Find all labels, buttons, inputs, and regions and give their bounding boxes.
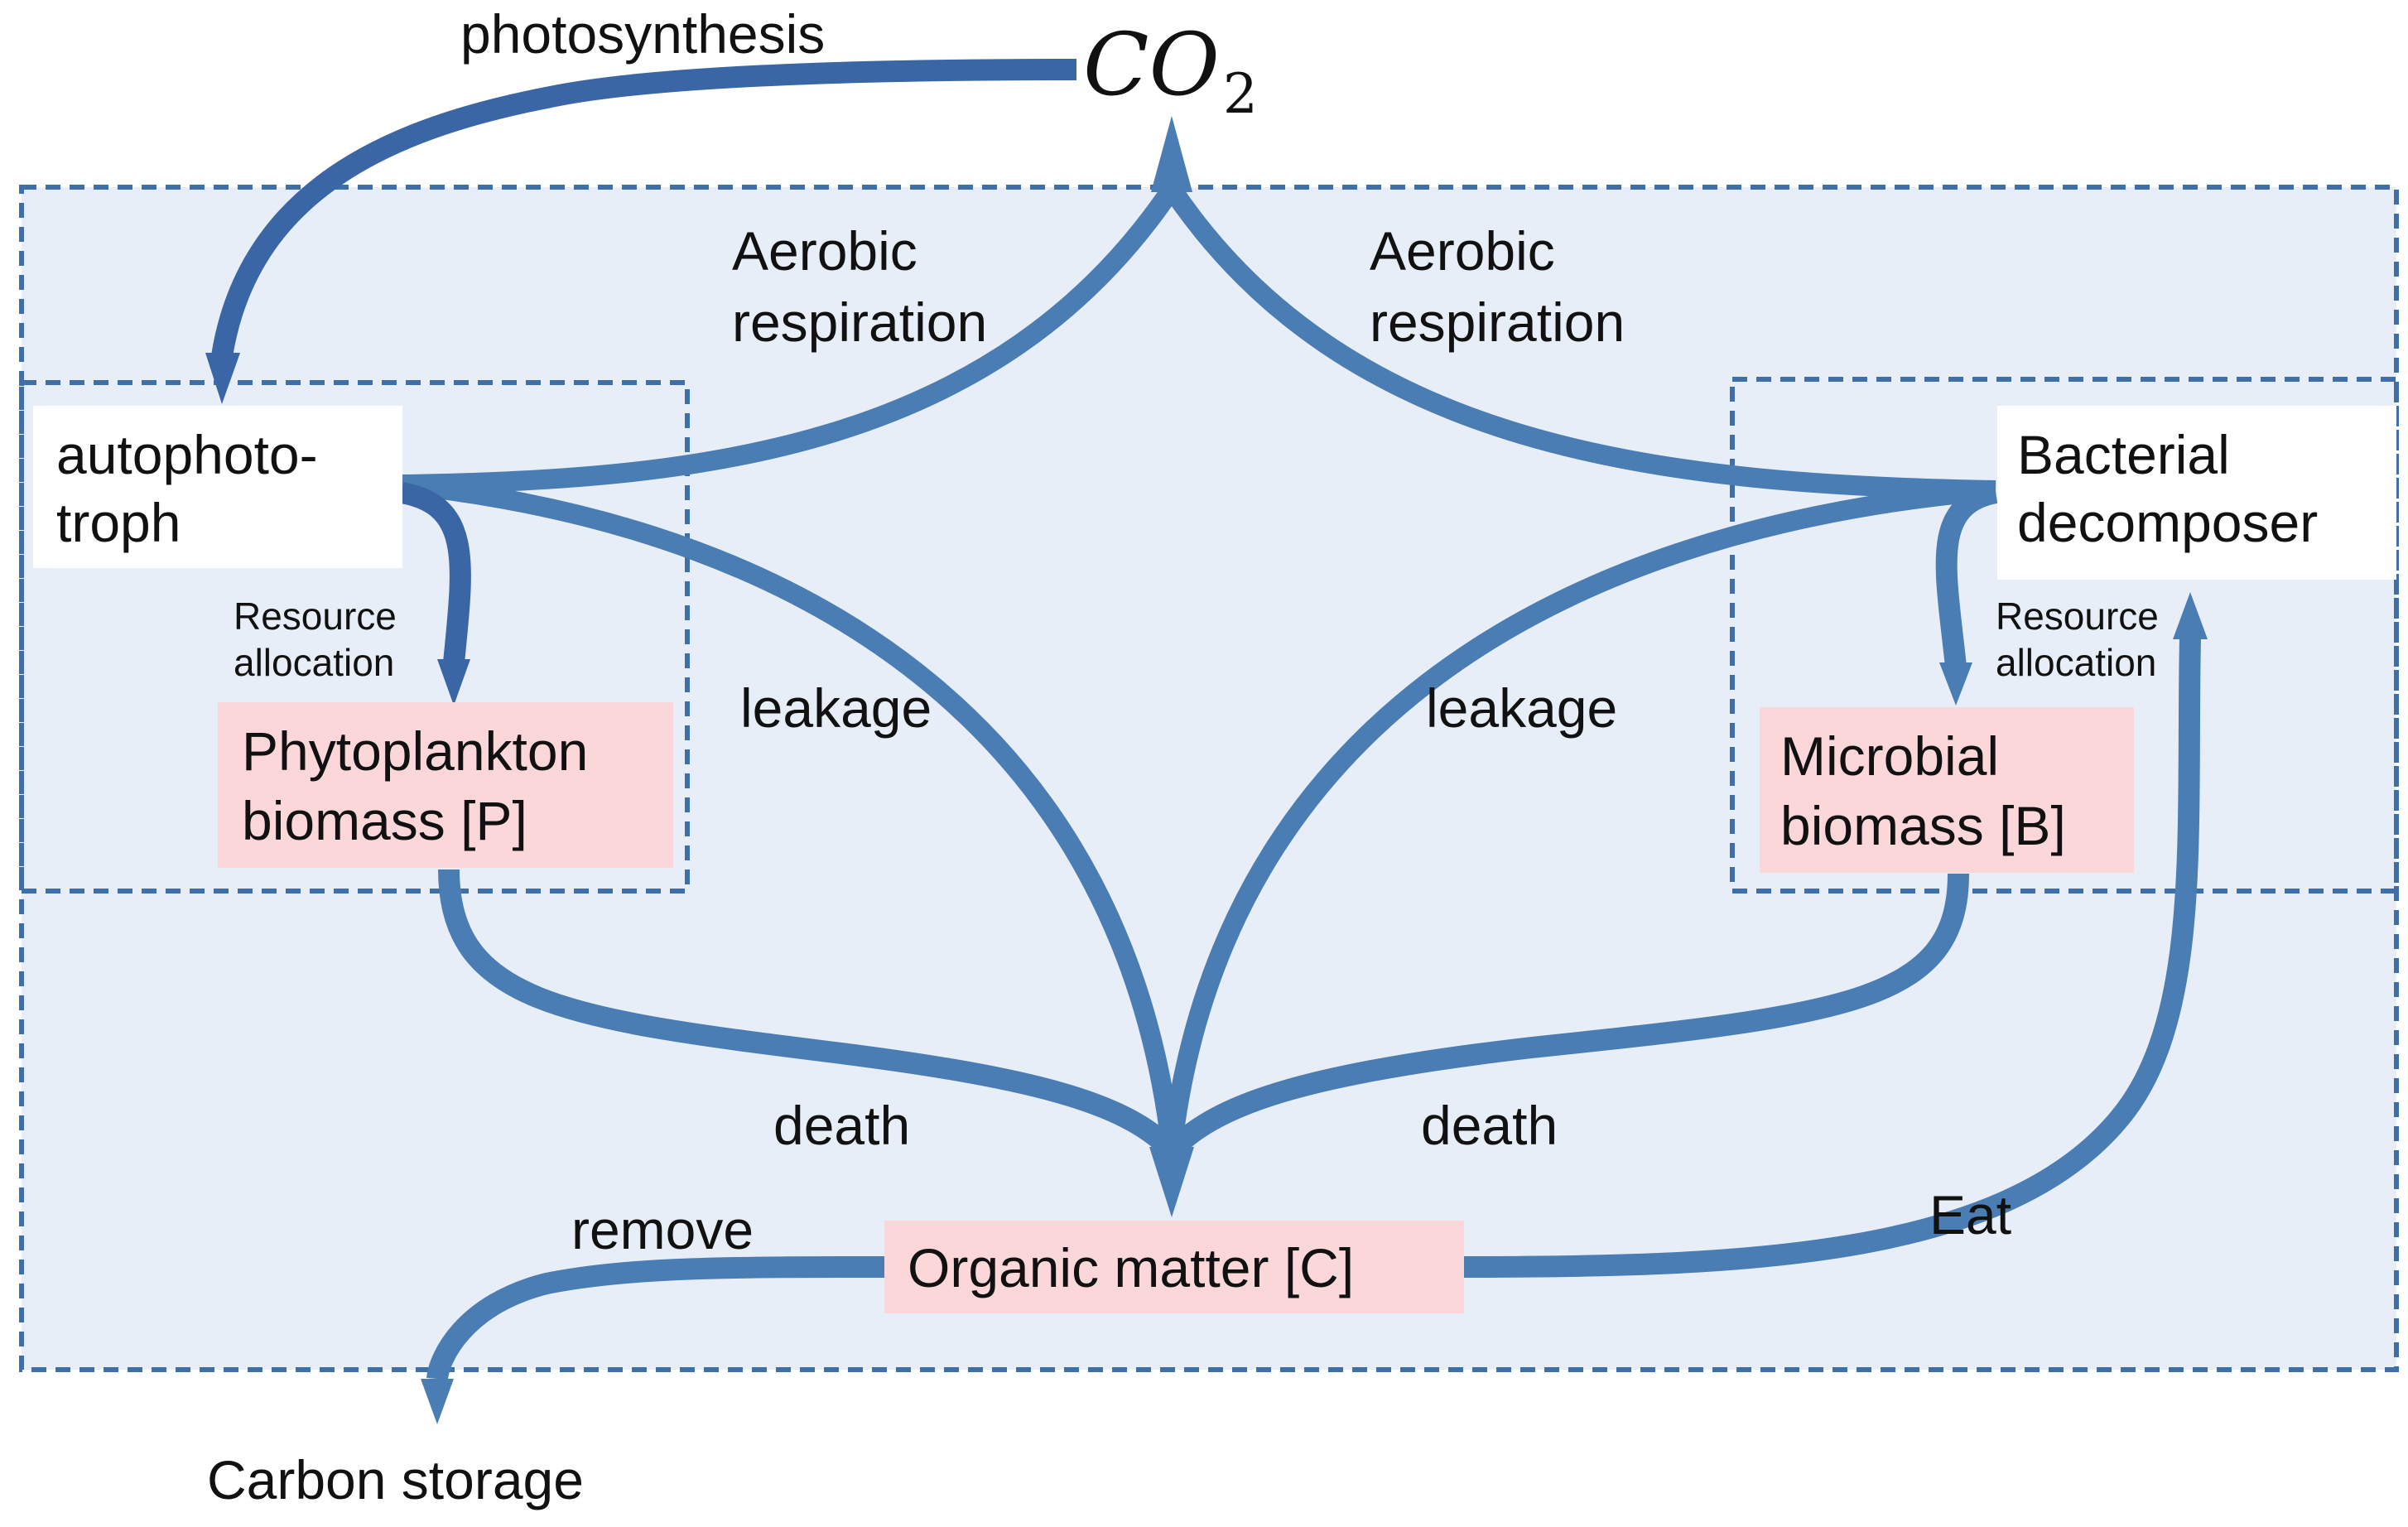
microbial-line-2: biomass [B]: [1780, 795, 2066, 856]
aerobic-respiration-left-arrow: [401, 183, 1180, 494]
leakage-left-arrow: [400, 474, 1182, 1153]
aerobic-right-line-2: respiration: [1370, 291, 1625, 353]
photosynthesis-arrow: [211, 59, 1077, 359]
eat-arrowhead: [2173, 592, 2208, 639]
resource-allocation-right-arrowhead: [1939, 662, 1972, 706]
co2-arrowhead: [1151, 116, 1192, 192]
microbial-biomass-label: Microbial biomass [B]: [1780, 725, 2066, 856]
resource-allocation-left-arrowhead: [437, 659, 470, 706]
resource-allocation-right-arrow: [1935, 482, 1998, 668]
photosynthesis-arrowhead: [205, 353, 240, 404]
death-left-arrow: [438, 869, 1180, 1158]
remove-arrow: [426, 1256, 895, 1380]
leakage-left-label: leakage: [740, 677, 932, 739]
bacterial-line-1: Bacterial: [2017, 424, 2230, 485]
leakage-right-arrow: [1162, 480, 1997, 1153]
microbial-biomass-box: [1760, 707, 2134, 873]
co2-subscript: 2: [1223, 62, 1258, 126]
remove-arrowhead: [421, 1379, 454, 1424]
co2-label: CO2: [1083, 14, 1258, 126]
phytoplankton-line-2: biomass [P]: [242, 790, 527, 851]
bacterial-decomposer-label: Bacterial decomposer: [2017, 424, 2318, 553]
death-left-label: death: [773, 1095, 910, 1156]
carbon-storage-label: Carbon storage: [207, 1449, 584, 1510]
leakage-right-label: leakage: [1426, 677, 1617, 739]
resource-right-line-1: Resource: [1996, 595, 2159, 638]
bacterial-line-2: decomposer: [2017, 492, 2318, 553]
aerobic-respiration-right-arrow: [1163, 183, 1996, 500]
resource-right-line-2: allocation: [1996, 641, 2156, 684]
phytoplankton-line-1: Phytoplankton: [242, 720, 588, 782]
resource-allocation-right-label: Resource allocation: [1996, 595, 2170, 684]
phytoplankton-biomass-label: Phytoplankton biomass [P]: [242, 720, 604, 851]
organic-matter-arrowhead: [1149, 1147, 1194, 1217]
autophototroph-line-1: autophoto-: [56, 424, 318, 485]
aerobic-right-line-1: Aerobic: [1370, 220, 1555, 282]
resource-left-line-2: allocation: [234, 641, 394, 684]
autophototroph-box: [33, 406, 402, 568]
aerobic-left-line-2: respiration: [732, 291, 987, 353]
aerobic-left-line-1: Aerobic: [732, 220, 917, 282]
autophototroph-boundary: [19, 380, 690, 894]
aerobic-respiration-right-label: Aerobic respiration: [1370, 220, 1625, 353]
photosynthesis-label: photosynthesis: [460, 3, 825, 65]
eat-label: Eat: [1929, 1184, 2011, 1245]
bacterial-decomposer-box: [1997, 406, 2396, 580]
resource-allocation-left-arrow: [399, 482, 471, 664]
decomposer-boundary: [1730, 377, 2399, 894]
autophototroph-label: autophoto- troph: [56, 424, 333, 553]
organic-matter-box: [884, 1221, 1464, 1313]
co2-base: CO: [1083, 14, 1220, 115]
death-right-arrow: [1163, 873, 1969, 1158]
remove-label: remove: [571, 1199, 754, 1260]
flow-arrows: [205, 59, 2208, 1424]
phytoplankton-biomass-box: [218, 702, 673, 868]
resource-left-line-1: Resource: [234, 595, 397, 638]
death-right-label: death: [1421, 1095, 1558, 1156]
resource-allocation-left-label: Resource allocation: [234, 595, 407, 684]
autophototroph-line-2: troph: [56, 492, 181, 553]
microbial-line-1: Microbial: [1780, 725, 1999, 787]
organic-matter-label: Organic matter [C]: [908, 1237, 1354, 1298]
aerobic-respiration-left-label: Aerobic respiration: [732, 220, 987, 353]
eat-arrow: [1457, 637, 2201, 1278]
